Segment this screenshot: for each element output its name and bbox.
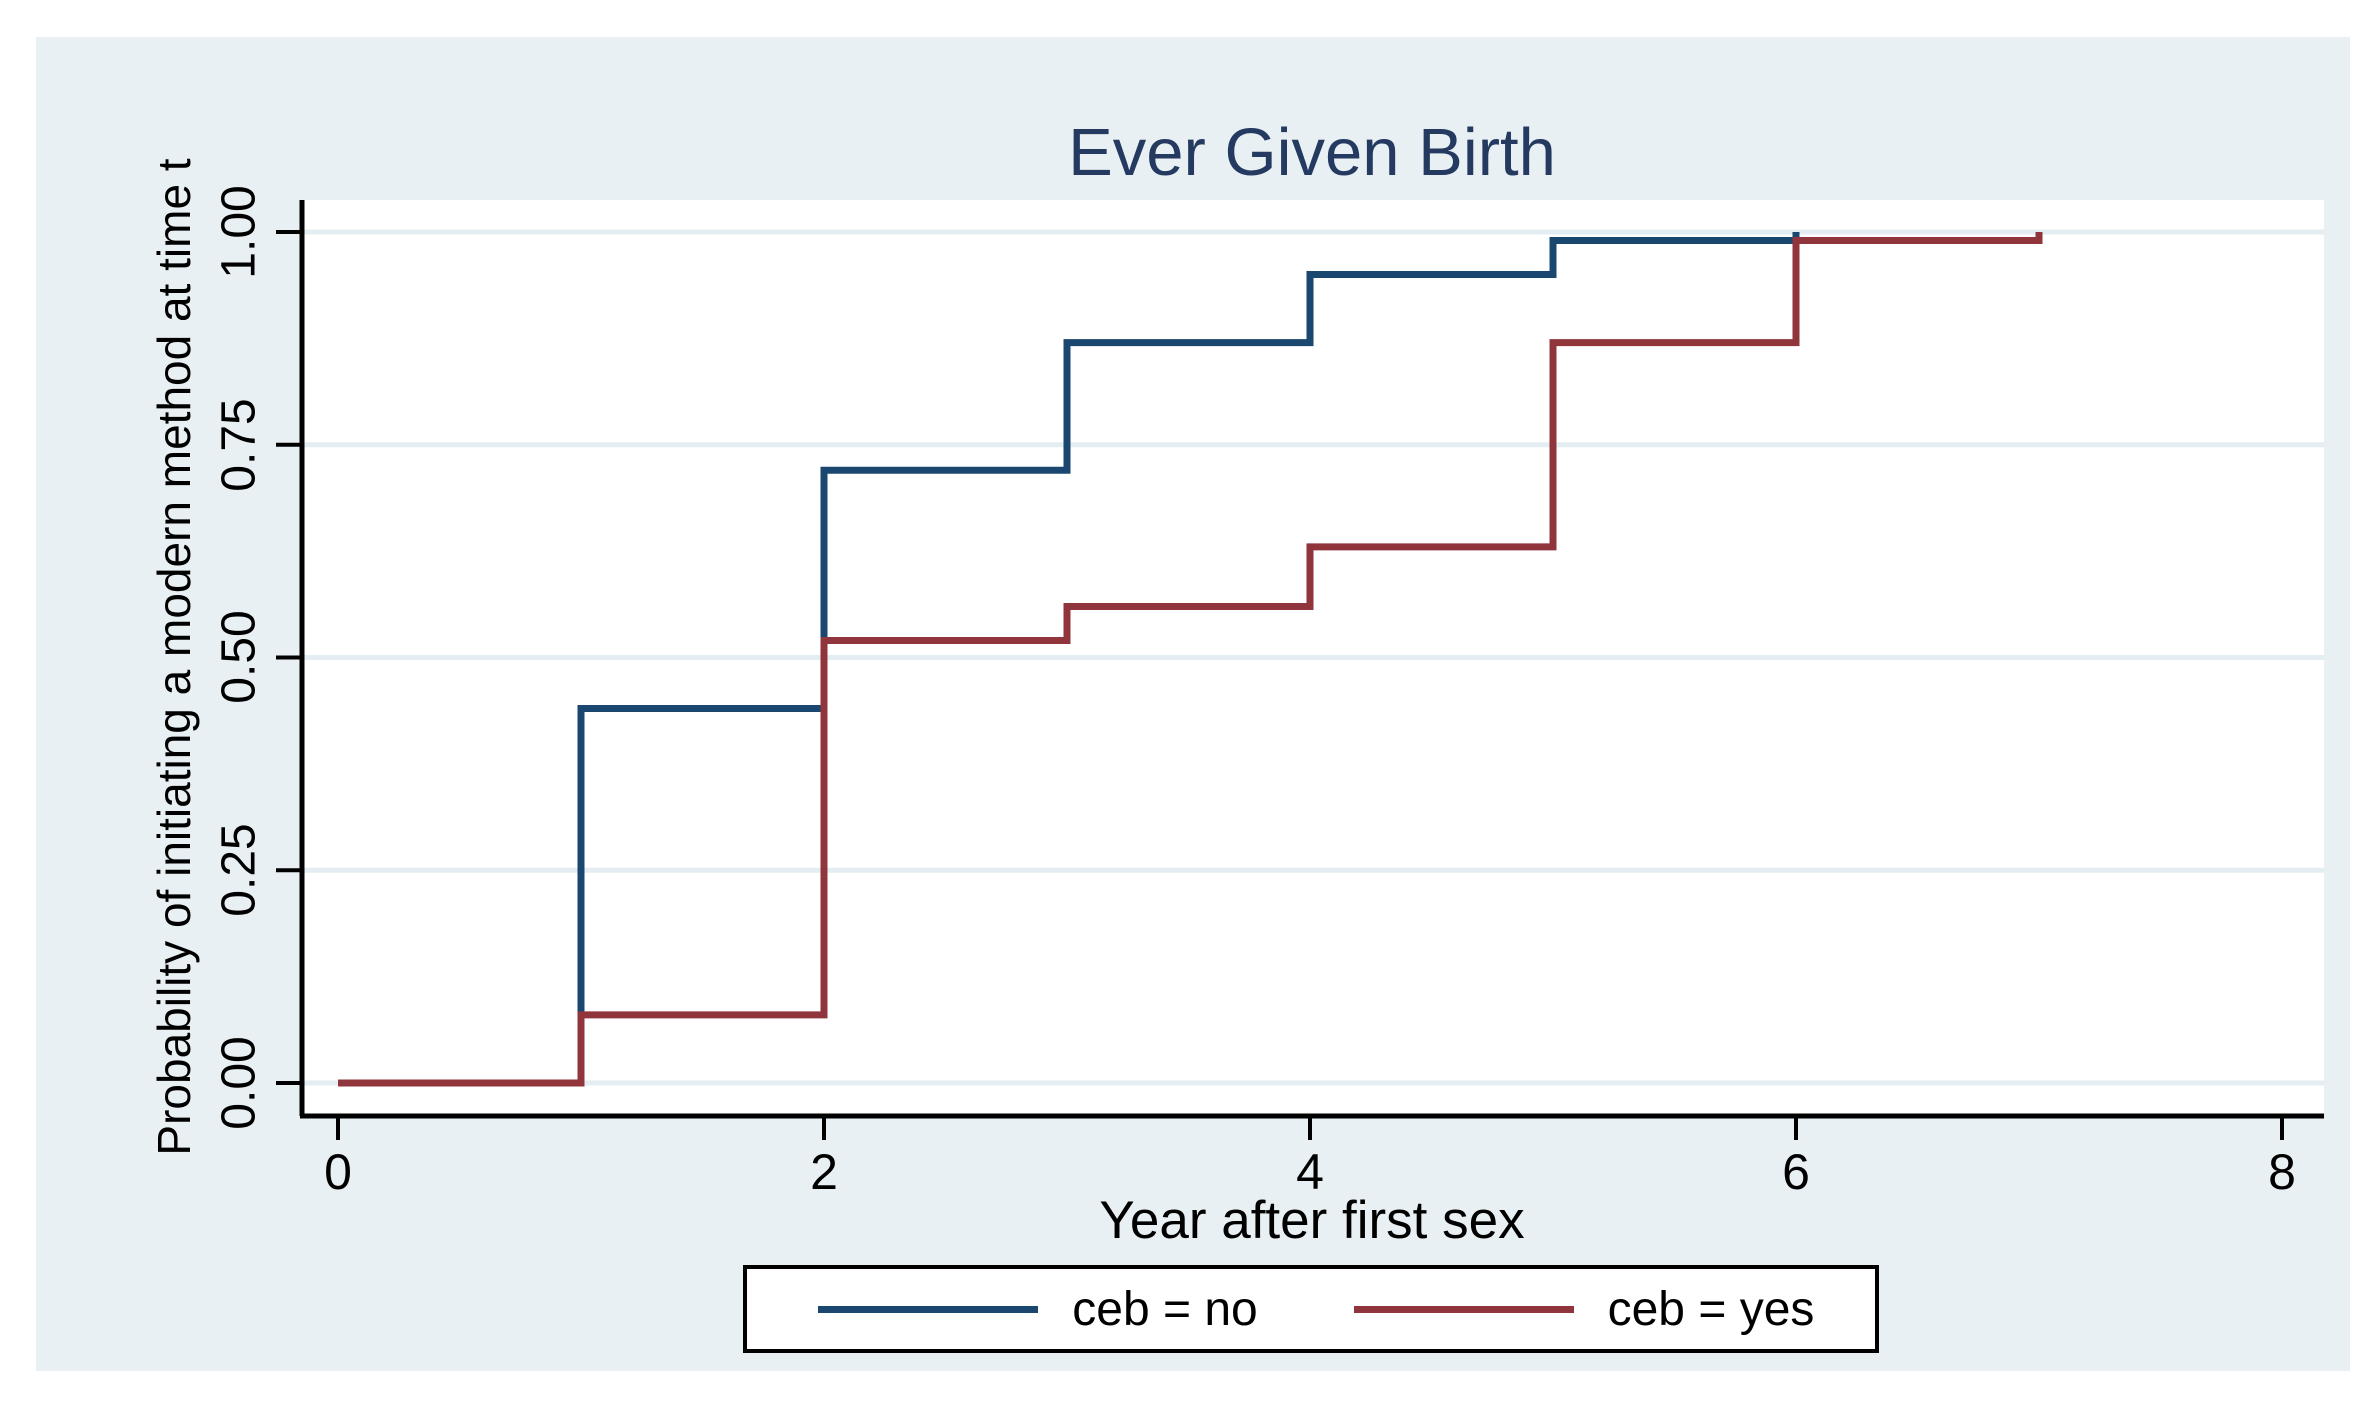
- ceb-yes-line-swatch: [1353, 1305, 1574, 1313]
- x-tick-label-4: 4: [1296, 1144, 1324, 1200]
- legend-item-ceb-no: ceb = no: [765, 1282, 1311, 1337]
- y-tick-label-0.50: 0.50: [212, 610, 266, 704]
- legend-label-ceb-yes: ceb = yes: [1607, 1282, 1815, 1336]
- legend: ceb = no ceb = yes: [743, 1265, 1879, 1353]
- ceb-no-line-swatch: [818, 1305, 1039, 1313]
- plot-canvas: [276, 200, 2324, 1140]
- y-axis-title: Probability of initiating a modern metho…: [148, 158, 200, 1156]
- y-tick-label-0.75: 0.75: [212, 398, 266, 492]
- y-tick-label-0.00: 0.00: [212, 1036, 266, 1130]
- x-tick-label-6: 6: [1782, 1144, 1810, 1200]
- y-tick-label-1.00: 1.00: [212, 185, 266, 279]
- x-tick-label-8: 8: [2268, 1144, 2296, 1200]
- legend-label-ceb-no: ceb = no: [1072, 1282, 1258, 1336]
- y-tick-label-0.25: 0.25: [212, 823, 266, 917]
- graph-background: Ever Given Birth Probability of initiati…: [36, 37, 2350, 1371]
- x-tick-label-2: 2: [810, 1144, 838, 1200]
- x-axis-title: Year after first sex: [1099, 1191, 1525, 1250]
- chart-title: Ever Given Birth: [1068, 115, 1556, 190]
- legend-item-ceb-yes: ceb = yes: [1311, 1282, 1857, 1337]
- x-tick-label-0: 0: [324, 1144, 352, 1200]
